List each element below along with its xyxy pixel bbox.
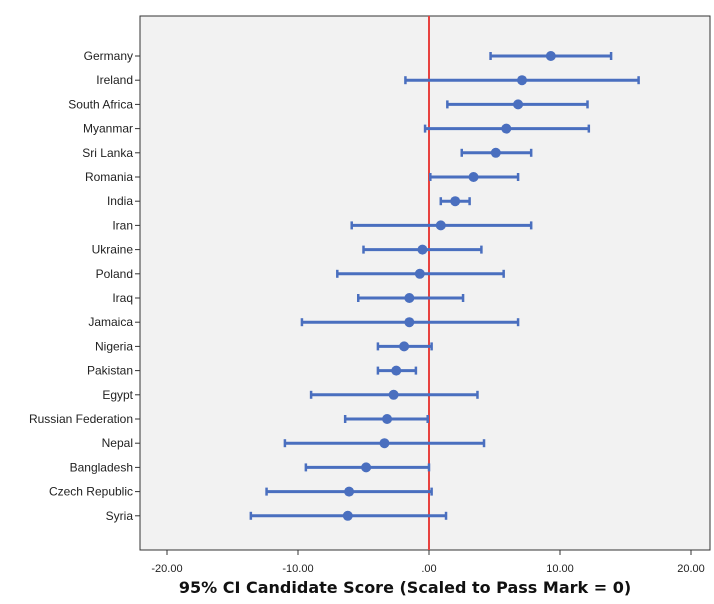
category-label: Germany: [84, 49, 133, 63]
x-tick-label: 10.00: [546, 563, 574, 575]
error-bar-myanmar: [423, 123, 591, 134]
category-label: Russian Federation: [29, 412, 133, 426]
category-label: Egypt: [102, 388, 133, 402]
error-bar-egypt: [309, 389, 479, 400]
error-bars-layer: [249, 51, 640, 521]
mean-point: [490, 147, 501, 158]
mean-point: [435, 220, 446, 231]
mean-point: [404, 317, 415, 328]
mean-point: [399, 341, 410, 352]
category-label: Ukraine: [92, 243, 134, 257]
category-label: Ireland: [96, 73, 133, 87]
category-label: Iraq: [112, 291, 133, 305]
mean-point: [468, 172, 479, 182]
category-label: Romania: [85, 170, 133, 184]
error-bar-south-africa: [446, 99, 589, 110]
error-bar-syria: [249, 510, 448, 521]
error-bar-bangladesh: [304, 462, 431, 473]
error-bar-sri-lanka: [460, 147, 533, 158]
mean-point: [450, 196, 461, 207]
error-bar-ukraine: [362, 244, 483, 255]
mean-point: [414, 268, 425, 279]
error-bar-nepal: [283, 438, 486, 449]
mean-point: [517, 75, 528, 86]
category-label: Nigeria: [95, 339, 133, 353]
error-bar-jamaica: [300, 317, 520, 328]
mean-point: [388, 389, 399, 400]
x-axis-title: 95% CI Candidate Score (Scaled to Pass M…: [179, 578, 631, 597]
x-axis-ticks: -20.00 -10.00 .00 10.00 20.00: [151, 550, 705, 575]
x-tick-label: 20.00: [677, 563, 705, 575]
category-labels: Germany Ireland South Africa Myanmar Sri Lan…: [29, 49, 140, 523]
category-label: Bangladesh: [70, 460, 133, 474]
category-label: Czech Republic: [49, 485, 133, 499]
mean-point: [344, 486, 355, 497]
error-bar-poland: [336, 268, 505, 279]
mean-point: [382, 414, 393, 424]
mean-point: [417, 244, 428, 255]
mean-point: [513, 99, 524, 110]
category-label: Poland: [96, 267, 133, 281]
mean-point: [391, 365, 402, 376]
error-bar-india: [439, 196, 471, 207]
error-bar-romania: [429, 172, 520, 182]
x-tick-label: -20.00: [151, 563, 182, 575]
plot-panel: [139, 15, 711, 551]
category-label: Sri Lanka: [82, 146, 133, 160]
error-bar-nigeria: [376, 341, 433, 352]
error-bar-czech-republic: [265, 486, 433, 497]
category-label: India: [107, 194, 133, 208]
mean-point: [361, 462, 372, 473]
mean-point: [342, 510, 353, 521]
category-label: Myanmar: [83, 122, 133, 136]
error-bar-iraq: [357, 293, 465, 303]
mean-point: [501, 123, 512, 134]
x-tick-label: -10.00: [282, 563, 313, 575]
category-label: Jamaica: [88, 315, 133, 329]
error-bar-iran: [350, 220, 533, 231]
category-label: Syria: [106, 509, 134, 523]
mean-point: [379, 438, 390, 449]
mean-point: [545, 51, 556, 61]
mean-point: [404, 293, 415, 303]
category-label: Nepal: [102, 436, 133, 450]
category-label: South Africa: [68, 97, 133, 111]
x-tick-label: .00: [421, 563, 436, 575]
error-bar-russian-federation: [343, 414, 429, 424]
error-bar-germany: [489, 51, 613, 61]
category-label: Pakistan: [87, 364, 133, 378]
error-bar-pakistan: [376, 365, 418, 376]
category-label: Iran: [112, 218, 133, 232]
error-bar-ireland: [404, 75, 640, 86]
